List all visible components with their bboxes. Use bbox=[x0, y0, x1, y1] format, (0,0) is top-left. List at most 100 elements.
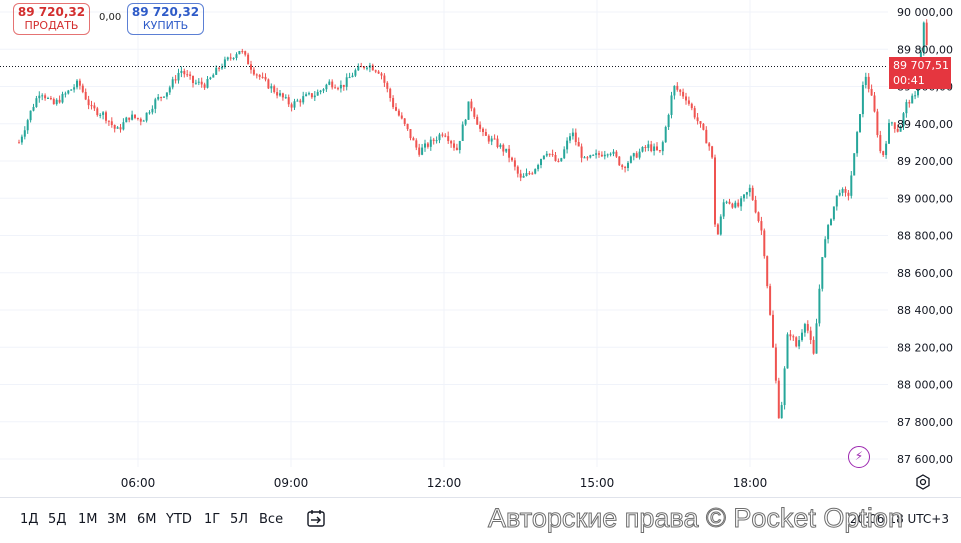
candle-body bbox=[743, 194, 745, 199]
candle-body bbox=[293, 101, 296, 108]
candle-body bbox=[890, 122, 893, 124]
candle-body bbox=[580, 146, 583, 158]
candle-body bbox=[705, 129, 708, 144]
candle-body bbox=[818, 288, 821, 324]
range-1m-button[interactable]: 1М bbox=[78, 512, 98, 527]
candle-body bbox=[67, 90, 70, 94]
buy-price: 89 720,32 bbox=[131, 5, 200, 19]
candle-body bbox=[461, 124, 464, 141]
candle-body bbox=[687, 100, 690, 104]
candle-body bbox=[406, 123, 409, 130]
candle-body bbox=[644, 146, 647, 148]
range-6m-button[interactable]: 6М bbox=[137, 512, 157, 527]
candle-body bbox=[418, 147, 421, 155]
candle-body bbox=[151, 108, 154, 113]
candle-body bbox=[247, 54, 250, 65]
candle-body bbox=[661, 142, 664, 152]
candle-body bbox=[116, 127, 119, 129]
candle-body bbox=[61, 93, 64, 103]
candle-body bbox=[505, 148, 508, 152]
candle-body bbox=[383, 75, 386, 83]
candle-body bbox=[551, 154, 554, 156]
candle-body bbox=[635, 153, 638, 158]
candle-body bbox=[403, 118, 406, 124]
candle-body bbox=[682, 91, 685, 97]
candle-body bbox=[32, 106, 35, 111]
candle-body bbox=[409, 129, 412, 139]
candle-body bbox=[299, 100, 302, 103]
candle-body bbox=[337, 88, 339, 90]
candle-body bbox=[734, 202, 737, 208]
range-ytd-button[interactable]: YTD bbox=[166, 512, 192, 527]
candle-body bbox=[531, 173, 534, 175]
range-5d-button[interactable]: 5Д bbox=[48, 512, 67, 527]
candle-body bbox=[850, 175, 853, 196]
candle-body bbox=[798, 340, 801, 347]
candlestick-series bbox=[18, 19, 928, 419]
gear-icon[interactable] bbox=[915, 474, 931, 490]
candle-body bbox=[209, 77, 212, 80]
candle-body bbox=[493, 138, 496, 140]
candle-body bbox=[490, 138, 493, 142]
candle-body bbox=[96, 108, 99, 116]
range-all-button[interactable]: Все bbox=[259, 512, 284, 527]
candle-body bbox=[563, 149, 566, 159]
candle-body bbox=[310, 93, 313, 98]
lightning-icon[interactable]: ⚡ bbox=[848, 446, 870, 468]
y-tick-label: 88 800,00 bbox=[897, 230, 953, 243]
range-1d-button[interactable]: 1Д bbox=[20, 512, 39, 527]
candle-body bbox=[861, 84, 864, 115]
candle-body bbox=[18, 142, 20, 144]
candle-body bbox=[731, 203, 734, 208]
candle-body bbox=[502, 144, 505, 152]
candle-body bbox=[760, 221, 763, 231]
candle-body bbox=[722, 202, 725, 217]
range-5y-button[interactable]: 5Л bbox=[230, 512, 249, 527]
sell-button[interactable]: 89 720,32 ПРОДАТЬ bbox=[13, 3, 90, 35]
utc-time-readout[interactable]: 20:06:18 UTC+3 bbox=[849, 512, 949, 526]
candle-body bbox=[49, 98, 52, 100]
candle-body bbox=[148, 112, 151, 114]
candle-body bbox=[522, 175, 525, 178]
candle-body bbox=[832, 206, 835, 220]
candle-body bbox=[624, 166, 627, 169]
candle-body bbox=[29, 110, 32, 121]
range-1y-button[interactable]: 1Г bbox=[204, 512, 221, 527]
current-price-value: 89 707,51 bbox=[893, 59, 949, 72]
candle-body bbox=[438, 134, 441, 141]
candle-body bbox=[545, 153, 548, 156]
candle-body bbox=[647, 144, 650, 148]
candle-body bbox=[58, 99, 61, 103]
candle-body bbox=[458, 140, 461, 151]
candle-body bbox=[702, 123, 705, 130]
candle-body bbox=[856, 132, 859, 154]
candle-countdown: 00:41 bbox=[893, 74, 925, 87]
candle-body bbox=[859, 114, 861, 133]
calendar-arrow-icon[interactable] bbox=[306, 508, 326, 528]
y-tick-label: 88 200,00 bbox=[897, 341, 953, 354]
candle-body bbox=[122, 122, 125, 130]
candle-body bbox=[864, 76, 867, 85]
range-3m-button[interactable]: 3М bbox=[107, 512, 127, 527]
candle-body bbox=[281, 93, 284, 98]
candle-body bbox=[180, 70, 183, 73]
candle-body bbox=[261, 76, 264, 78]
candle-body bbox=[664, 127, 667, 143]
candle-body bbox=[90, 105, 93, 107]
candle-body bbox=[41, 95, 44, 97]
candle-body bbox=[305, 94, 308, 97]
buy-button[interactable]: 89 720,32 КУПИТЬ bbox=[127, 3, 204, 35]
candle-body bbox=[131, 114, 134, 120]
candle-body bbox=[189, 74, 192, 76]
candle-body bbox=[554, 155, 557, 161]
candle-body bbox=[658, 150, 661, 152]
candle-body bbox=[313, 95, 316, 98]
candle-body bbox=[612, 151, 615, 154]
y-tick-label: 88 000,00 bbox=[897, 379, 953, 392]
candle-body bbox=[194, 82, 197, 84]
candle-body bbox=[542, 155, 545, 160]
candle-body bbox=[841, 189, 844, 193]
candle-body bbox=[650, 144, 653, 151]
